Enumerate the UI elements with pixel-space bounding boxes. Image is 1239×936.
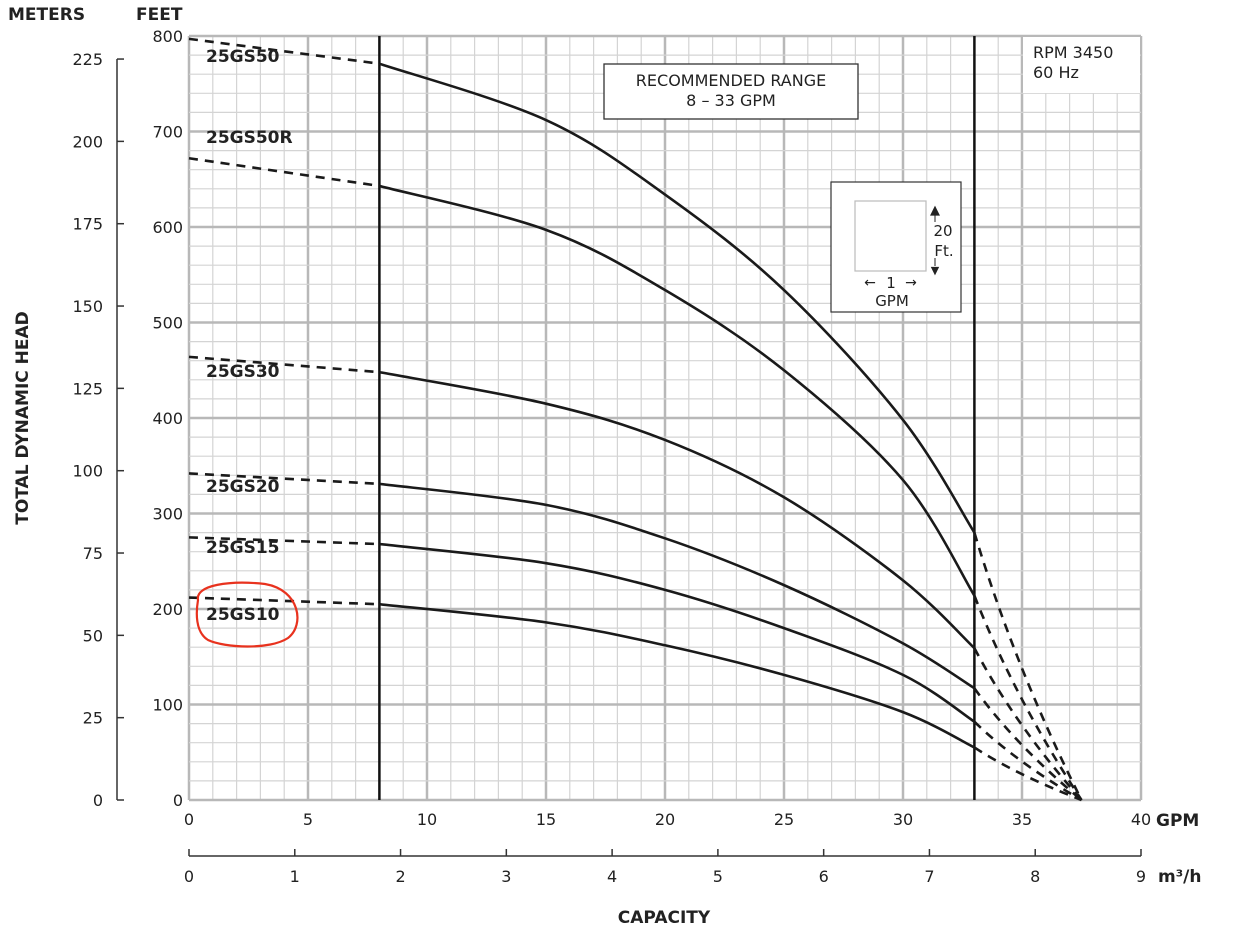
hz-label: 60 Hz <box>1033 63 1079 82</box>
curve-dashed-high-25GS30 <box>973 647 1083 801</box>
x-tick-label-secondary: 2 <box>395 867 405 886</box>
x-tick-label-secondary: 4 <box>607 867 617 886</box>
y-tick-label-secondary: 125 <box>72 379 103 398</box>
curve-25GS15 <box>379 542 976 723</box>
curve-25GS20 <box>379 482 976 690</box>
recommended-range-box: RECOMMENDED RANGE 8 – 33 GPM <box>603 63 859 120</box>
arrow-left-icon: ← <box>864 275 876 291</box>
curve-dashed-high-25GS50R <box>973 595 1083 801</box>
series-label-25GS50R: 25GS50R <box>206 128 293 148</box>
x-tick-label-secondary: 5 <box>713 867 723 886</box>
x-tick-label: 5 <box>303 810 313 829</box>
y-tick-label-secondary: 50 <box>83 626 103 645</box>
x-tick-label-secondary: 0 <box>184 867 194 886</box>
x-tick-label-secondary: 6 <box>819 867 829 886</box>
y-tick-label: 100 <box>152 696 183 715</box>
x-tick-label-secondary: 3 <box>501 867 511 886</box>
x-tick-label: 20 <box>655 810 675 829</box>
curve-25GS10 <box>379 602 975 749</box>
y-tick-label-secondary: 200 <box>72 132 103 151</box>
recommended-range-label: RECOMMENDED RANGE <box>636 71 826 90</box>
marks <box>188 36 1083 802</box>
series-labels: 25GS50 25GS50R 25GS30 25GS20 25GS15 25GS10 <box>195 47 299 648</box>
y-axis-title: TOTAL DYNAMIC HEAD <box>13 311 33 525</box>
x-axis-title: CAPACITY <box>618 908 711 928</box>
y-tick-label: 600 <box>152 218 183 237</box>
x-tick-label: 0 <box>184 810 194 829</box>
series-label-25GS20: 25GS20 <box>206 477 280 497</box>
y-tick-label: 400 <box>152 409 183 428</box>
curve-25GS50R <box>379 184 976 597</box>
x-tick-label: 15 <box>536 810 556 829</box>
arrow-up-icon: ▲ <box>930 203 940 218</box>
scale-vertical-value: 20 <box>933 222 952 240</box>
series-label-25GS50: 25GS50 <box>206 47 280 67</box>
curve-25GS50 <box>378 62 976 534</box>
x-tick-label-secondary: 1 <box>290 867 300 886</box>
scale-horizontal-value: 1 <box>886 274 896 292</box>
x-tick-label-secondary: 7 <box>924 867 934 886</box>
rpm-label: RPM 3450 <box>1033 43 1113 62</box>
x-tick-label: 10 <box>417 810 437 829</box>
grid <box>187 34 1143 802</box>
x-tick-label: 40 <box>1131 810 1151 829</box>
curve-25GS30 <box>379 370 976 650</box>
highlight-circle <box>195 581 299 648</box>
scale-horizontal-unit: GPM <box>875 292 909 310</box>
scale-vertical-unit: Ft. <box>934 242 953 260</box>
y-tick-label: 300 <box>152 505 183 524</box>
x-tick-label-secondary: 8 <box>1030 867 1040 886</box>
series-label-25GS30: 25GS30 <box>206 362 280 382</box>
curve-dashed-high-25GS15 <box>973 720 1083 802</box>
y-tick-label-secondary: 75 <box>83 544 103 563</box>
curve-dashed-high-25GS10 <box>973 746 1082 802</box>
y-tick-label-secondary: 100 <box>72 462 103 481</box>
recommended-range-values: 8 – 33 GPM <box>686 91 776 110</box>
x-tick-label: 25 <box>774 810 794 829</box>
scale-key: ▲ 20 Ft. ▼ ← 1 → GPM <box>830 181 962 313</box>
series-label-25GS10: 25GS10 <box>206 605 280 625</box>
y-tick-label: 0 <box>173 791 183 810</box>
y-tick-label: 700 <box>152 123 183 142</box>
x-tick-label: 35 <box>1012 810 1032 829</box>
y-unit-primary: FEET <box>136 5 183 25</box>
x-tick-label-secondary: 9 <box>1136 867 1146 886</box>
y-tick-label: 200 <box>152 600 183 619</box>
curve-dashed-high-25GS20 <box>973 687 1083 801</box>
y-tick-label: 800 <box>152 27 183 46</box>
rpm-info-box: RPM 3450 60 Hz <box>1023 37 1140 93</box>
curve-dashed-high-25GS50 <box>973 532 1083 801</box>
x-unit-primary: GPM <box>1156 811 1199 831</box>
y-tick-label-secondary: 175 <box>72 215 103 234</box>
series-label-25GS15: 25GS15 <box>206 538 280 558</box>
curve-dashed-low-25GS50 <box>188 37 380 65</box>
y-tick-label-secondary: 0 <box>93 791 103 810</box>
axes: 0255075100125150175200225010020030040050… <box>72 27 1151 886</box>
arrow-down-icon: ▼ <box>931 264 940 277</box>
curve-dashed-low-25GS50R <box>188 156 380 188</box>
x-unit-secondary: m³/h <box>1158 867 1201 887</box>
x-tick-label: 30 <box>893 810 913 829</box>
y-tick-label-secondary: 225 <box>72 50 103 69</box>
y-tick-label-secondary: 25 <box>83 709 103 728</box>
arrow-right-icon: → <box>905 275 917 291</box>
y-tick-label: 500 <box>152 314 183 333</box>
y-unit-secondary: METERS <box>8 5 85 25</box>
y-tick-label-secondary: 150 <box>72 297 103 316</box>
